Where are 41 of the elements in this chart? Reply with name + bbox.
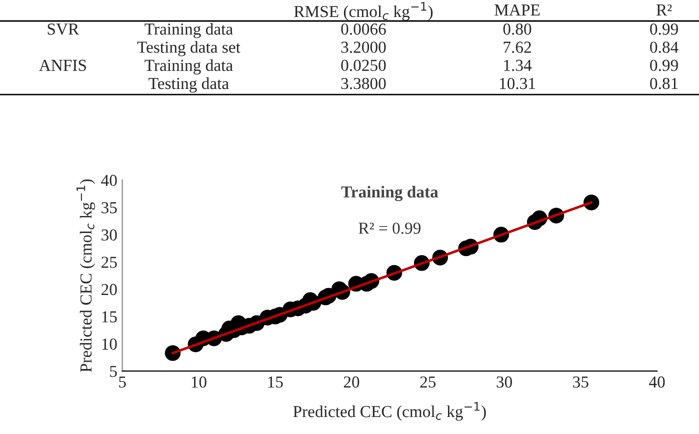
text: 10.31: [500, 78, 536, 90]
text: 3.3800: [341, 78, 386, 90]
y-tick-label: 5: [110, 366, 117, 378]
text: 7.62: [504, 42, 531, 53]
y-tick-label: 15: [102, 311, 117, 322]
y-tick-label: 20: [102, 284, 117, 296]
text: 0.80: [503, 23, 532, 35]
text: 0.0066: [341, 23, 386, 35]
text: R²: [656, 4, 672, 16]
text: 3.2000: [341, 42, 386, 53]
text: Training data: [144, 22, 233, 38]
text: 0.0250: [341, 60, 386, 72]
x-tick-label: 5: [119, 376, 126, 388]
y-tick-label: 35: [102, 202, 117, 214]
y-tick-label: 40: [101, 174, 117, 186]
y-tick-label: 10: [102, 338, 117, 350]
x-tick-label: 30: [496, 376, 512, 388]
text: Training data: [144, 59, 233, 74]
x-tick-label: 25: [420, 376, 436, 388]
x-axis-title: Predicted CEC (cmol$_{c}$ kg$^{−1}$): [293, 402, 486, 421]
x-tick-label: 15: [268, 376, 283, 388]
text: 1.34: [504, 60, 532, 72]
text: ANFIS: [38, 60, 86, 72]
text: Testing data set: [137, 41, 240, 56]
y-tick-label: 25: [102, 256, 117, 268]
text: Testing data: [148, 77, 229, 93]
y-tick-label: 30: [102, 229, 117, 241]
chart-title: Training data: [341, 186, 438, 202]
text: 0.99: [650, 60, 678, 72]
x-tick-label: 35: [573, 376, 588, 388]
text: 0.84: [650, 42, 678, 53]
text: SVR: [48, 24, 80, 35]
text: 0.99: [650, 23, 678, 35]
y-axis-title: Predicted CEC (cmol$_{c}$ kg$^{−1}$): [76, 179, 96, 372]
text: 0.81: [650, 78, 678, 90]
text: MAPE: [494, 4, 540, 16]
text: RMSE (cmol$_{c}$ kg$^{−1}$): [294, 2, 433, 21]
annotation: R² = 0.99: [358, 222, 421, 234]
x-tick-label: 40: [649, 376, 665, 388]
x-tick-label: 10: [192, 376, 206, 388]
x-tick-label: 20: [344, 376, 360, 388]
